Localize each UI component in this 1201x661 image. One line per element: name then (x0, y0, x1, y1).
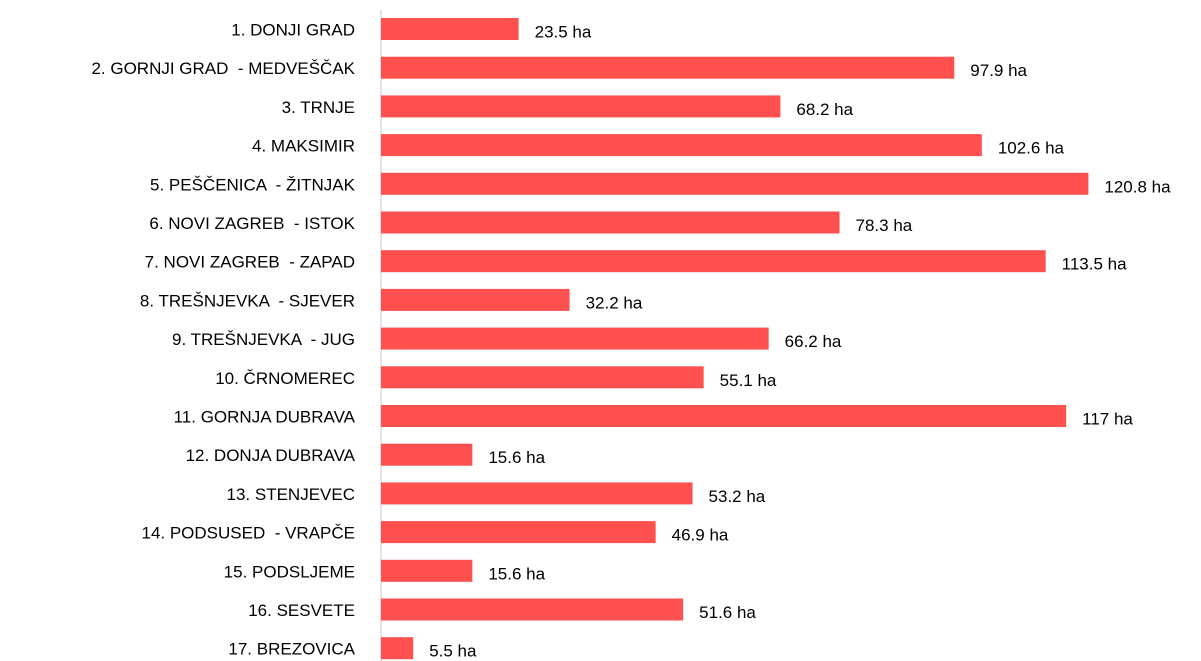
bar (381, 18, 519, 40)
y-tick-label: 9. TREŠNJEVKA - JUG (172, 330, 355, 349)
data-label: 46.9 ha (672, 526, 729, 545)
data-label: 78.3 ha (856, 216, 913, 235)
data-label: 102.6 ha (998, 139, 1065, 158)
bar (381, 521, 656, 544)
data-label: 68.2 ha (796, 100, 853, 119)
y-tick-label: 12. DONJA DUBRAVA (186, 446, 356, 465)
y-tick-label: 16. SESVETE (248, 601, 355, 620)
data-label: 120.8 ha (1104, 177, 1171, 196)
data-label: 66.2 ha (785, 332, 842, 351)
y-tick-label: 7. NOVI ZAGREB - ZAPAD (145, 253, 355, 272)
data-label: 15.6 ha (488, 448, 545, 467)
y-tick-label: 10. ČRNOMEREC (215, 369, 355, 388)
bar (381, 366, 704, 389)
y-tick-label: 4. MAKSIMIR (252, 137, 355, 156)
y-tick-label: 11. GORNJA DUBRAVA (174, 407, 356, 426)
y-tick-label: 17. BREZOVICA (228, 640, 355, 659)
y-tick-label: 6. NOVI ZAGREB - ISTOK (149, 214, 355, 233)
bar (381, 134, 982, 157)
bar (381, 327, 769, 350)
bar (381, 443, 473, 466)
y-tick-label: 5. PEŠČENICA - ŽITNJAK (150, 175, 356, 194)
data-label: 113.5 ha (1062, 255, 1127, 274)
y-tick-label: 14. PODSUSED - VRAPČE (141, 524, 355, 543)
data-label: 117 ha (1082, 409, 1133, 428)
data-label: 23.5 ha (535, 22, 592, 41)
bar (381, 211, 840, 234)
data-label: 32.2 ha (586, 293, 643, 312)
y-tick-label: 3. TRNJE (282, 98, 355, 117)
bar (381, 559, 473, 582)
data-label: 5.5 ha (429, 642, 477, 661)
y-tick-label: 1. DONJI GRAD (231, 20, 355, 39)
data-label: 55.1 ha (720, 371, 777, 390)
bar (381, 95, 781, 118)
bar (381, 405, 1067, 427)
bar (381, 250, 1046, 273)
data-label: 53.2 ha (709, 487, 766, 506)
bar (381, 637, 414, 660)
data-label: 15.6 ha (488, 564, 545, 583)
bar (381, 172, 1089, 195)
data-label: 51.6 ha (699, 603, 756, 622)
data-label: 97.9 ha (970, 61, 1027, 80)
bar (381, 56, 955, 79)
y-tick-label: 2. GORNJI GRAD - MEDVEŠČAK (91, 59, 355, 78)
y-tick-label: 15. PODSLJEME (224, 562, 355, 581)
y-tick-label: 8. TREŠNJEVKA - SJEVER (140, 291, 355, 310)
bar (381, 598, 684, 621)
bar (381, 482, 693, 505)
y-tick-label: 13. STENJEVEC (227, 485, 356, 504)
bar (381, 288, 570, 311)
